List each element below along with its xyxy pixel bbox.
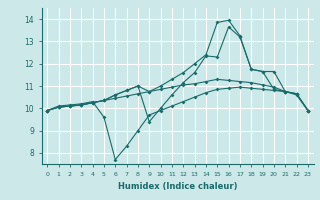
X-axis label: Humidex (Indice chaleur): Humidex (Indice chaleur) [118, 182, 237, 191]
